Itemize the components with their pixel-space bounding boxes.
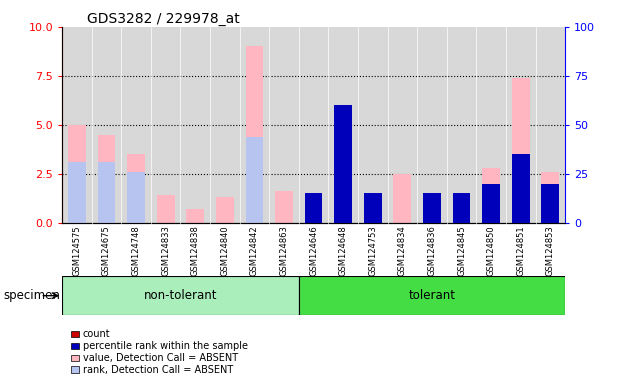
- Bar: [68, 125, 86, 223]
- Text: GSM124834: GSM124834: [398, 225, 407, 276]
- Bar: [334, 199, 352, 223]
- Text: GSM124863: GSM124863: [279, 225, 289, 276]
- Bar: [483, 184, 500, 223]
- Bar: [127, 154, 145, 223]
- Bar: [68, 162, 86, 223]
- Bar: [216, 197, 233, 223]
- Bar: [334, 105, 352, 223]
- Bar: [453, 194, 471, 223]
- Text: GSM124842: GSM124842: [250, 225, 259, 276]
- Bar: [97, 135, 116, 223]
- Text: tolerant: tolerant: [409, 289, 455, 302]
- Text: GSM124675: GSM124675: [102, 225, 111, 276]
- Text: GSM124850: GSM124850: [487, 225, 496, 276]
- Bar: [423, 211, 441, 223]
- Bar: [423, 194, 441, 223]
- Bar: [275, 191, 293, 223]
- Text: GSM124648: GSM124648: [338, 225, 348, 276]
- Bar: [156, 195, 175, 223]
- Text: specimen: specimen: [3, 289, 60, 302]
- Text: non-tolerant: non-tolerant: [143, 289, 217, 302]
- Text: GSM124840: GSM124840: [220, 225, 229, 276]
- Bar: [453, 195, 471, 223]
- Text: GSM124836: GSM124836: [427, 225, 437, 276]
- Bar: [364, 194, 382, 223]
- Legend: count, percentile rank within the sample, value, Detection Call = ABSENT, rank, : count, percentile rank within the sample…: [67, 326, 252, 379]
- Text: GSM124748: GSM124748: [132, 225, 140, 276]
- Bar: [299, 276, 565, 315]
- Text: GSM124833: GSM124833: [161, 225, 170, 276]
- Bar: [483, 168, 500, 223]
- Bar: [62, 276, 299, 315]
- Bar: [542, 172, 559, 223]
- Text: GDS3282 / 229978_at: GDS3282 / 229978_at: [87, 12, 240, 26]
- Bar: [245, 137, 263, 223]
- Text: GSM124851: GSM124851: [516, 225, 525, 276]
- Text: GSM124753: GSM124753: [368, 225, 378, 276]
- Bar: [394, 174, 411, 223]
- Text: GSM124575: GSM124575: [73, 225, 81, 276]
- Bar: [512, 154, 530, 223]
- Bar: [542, 184, 559, 223]
- Bar: [512, 158, 530, 223]
- Bar: [186, 209, 204, 223]
- Bar: [512, 78, 530, 223]
- Bar: [364, 197, 382, 223]
- Bar: [127, 172, 145, 223]
- Text: GSM124646: GSM124646: [309, 225, 318, 276]
- Bar: [305, 195, 322, 223]
- Text: GSM124853: GSM124853: [546, 225, 555, 276]
- Bar: [97, 162, 116, 223]
- Bar: [305, 194, 322, 223]
- Bar: [245, 46, 263, 223]
- Text: GSM124845: GSM124845: [457, 225, 466, 276]
- Text: GSM124838: GSM124838: [191, 225, 200, 276]
